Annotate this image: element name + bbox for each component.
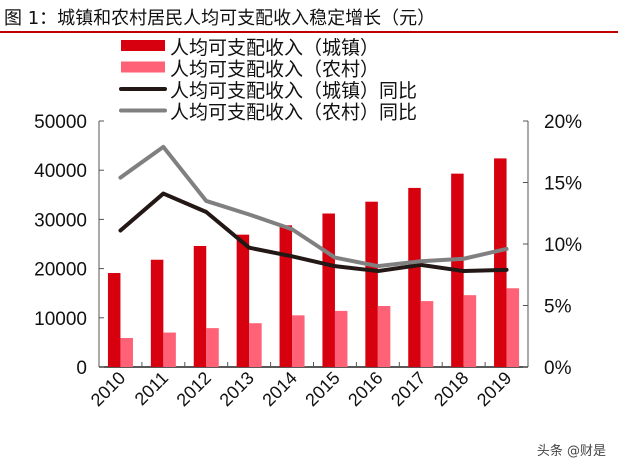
right-tick-label: 15% — [544, 174, 582, 195]
x-tick-label: 2016 — [344, 368, 386, 410]
left-tick-label: 30000 — [34, 210, 87, 231]
x-tick-label: 2011 — [131, 368, 173, 410]
x-tick-label: 2012 — [173, 368, 215, 410]
bar-urban — [193, 245, 207, 367]
legend-label: 人均可支配收入（农村）同比 — [170, 102, 417, 124]
legend-swatch — [121, 61, 165, 73]
bar-rural — [120, 337, 133, 367]
bar-rural — [377, 305, 391, 367]
right-tick-label: 10% — [544, 235, 582, 256]
x-tick-label: 2018 — [430, 368, 472, 410]
chart-title: 图 1：城镇和农村居民人均可支配收入稳定增长（元） — [4, 8, 436, 29]
bar-rural — [292, 315, 305, 367]
legend-label: 人均可支配收入（农村） — [170, 59, 379, 81]
left-tick-label: 0 — [76, 358, 87, 379]
bar-rural — [163, 332, 176, 367]
x-tick-label: 2015 — [301, 368, 343, 410]
bar-rural — [334, 310, 348, 367]
x-tick-label: 2013 — [216, 368, 258, 410]
x-tick-label: 2014 — [258, 368, 300, 410]
left-tick-label: 50000 — [34, 112, 87, 133]
bar-rural — [463, 295, 477, 367]
x-tick-label: 2017 — [387, 368, 429, 410]
x-tick-label: 2010 — [87, 368, 129, 410]
bar-rural — [420, 301, 434, 367]
legend-label: 人均可支配收入（城镇） — [170, 37, 379, 59]
line-rural-yoy — [118, 144, 509, 269]
bar-urban — [494, 158, 507, 367]
legend-label: 人均可支配收入（城镇）同比 — [170, 80, 417, 102]
line-urban-yoy — [118, 191, 509, 274]
bar-rural — [206, 328, 219, 367]
bar-rural — [506, 288, 520, 367]
watermark: 头条 @财是 — [536, 444, 606, 459]
bar-rural — [249, 323, 262, 367]
legend-swatch — [121, 40, 165, 51]
bar-urban — [150, 259, 164, 367]
bar-urban — [322, 213, 335, 367]
right-tick-label: 0% — [544, 358, 572, 379]
left-tick-label: 40000 — [34, 161, 87, 182]
bar-urban — [236, 234, 250, 367]
x-tick-label: 2019 — [473, 368, 515, 410]
bar-urban — [279, 225, 293, 367]
bar-urban — [408, 187, 421, 367]
right-tick-label: 20% — [544, 112, 582, 133]
title-divider — [0, 31, 618, 33]
left-tick-label: 20000 — [34, 260, 87, 281]
bar-urban — [365, 201, 378, 367]
bar-urban — [107, 273, 121, 367]
right-tick-label: 5% — [544, 297, 572, 318]
left-tick-label: 10000 — [34, 309, 87, 330]
